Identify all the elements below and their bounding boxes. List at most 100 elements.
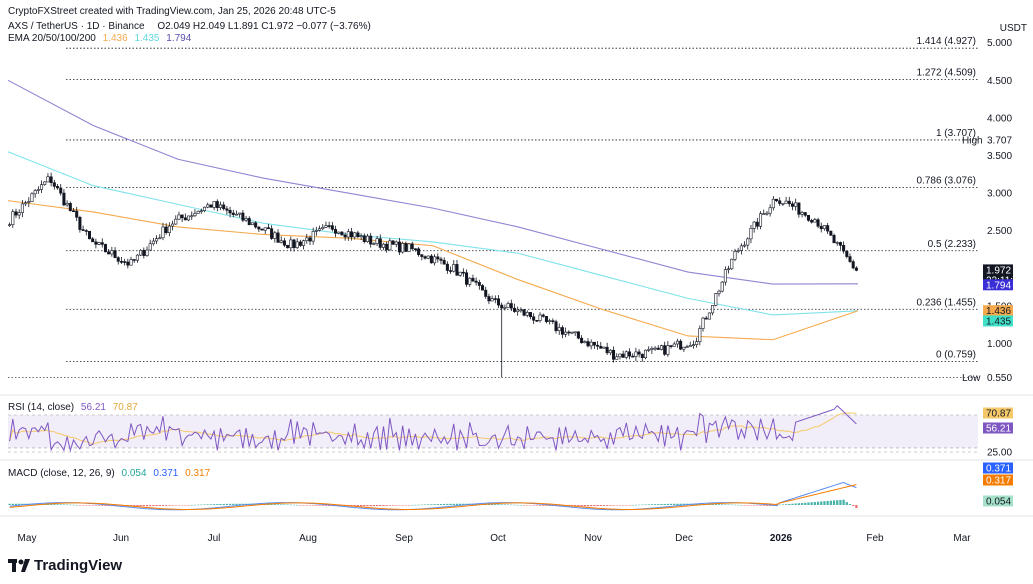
candle-body xyxy=(295,241,299,248)
candle-body xyxy=(576,331,580,339)
candle-body xyxy=(289,239,293,249)
macd-hist-bar xyxy=(56,504,59,505)
candle-body xyxy=(423,256,427,259)
macd-line-tag-text: 0.371 xyxy=(986,464,1011,475)
macd-hist-bar xyxy=(845,502,848,505)
ema-legend[interactable]: EMA 20/50/100/200 1.436 1.435 1.794 xyxy=(8,33,191,44)
low-value: 0.550 xyxy=(987,373,1012,384)
candle-body xyxy=(698,328,702,342)
symbol-name[interactable]: AXS / TetherUS · 1D · Binance xyxy=(8,21,145,32)
candle-body xyxy=(790,203,795,207)
macd-hist-bar xyxy=(388,505,391,506)
candle-body xyxy=(426,255,430,259)
macd-hist-bar xyxy=(503,504,507,505)
last-price-tag-text: 1.972 xyxy=(986,265,1011,276)
macd-hist-bar xyxy=(449,503,452,505)
macd-hist-bar xyxy=(500,504,503,505)
macd-hist-bar xyxy=(532,505,535,506)
low-label: Low xyxy=(962,373,981,384)
candle-body xyxy=(733,251,737,260)
candle-body xyxy=(241,212,245,221)
macd-hist-bar xyxy=(69,504,72,506)
macd-hist-bar xyxy=(97,505,101,506)
macd-hist-bar xyxy=(158,505,161,506)
macd-hist-bar xyxy=(759,505,762,506)
ema-label: EMA 20/50/100/200 xyxy=(8,33,96,44)
candle-body xyxy=(260,228,264,231)
candle-body xyxy=(49,176,53,184)
candle-body xyxy=(52,182,56,187)
macd-hist-bar xyxy=(596,505,599,507)
candle-body xyxy=(321,226,325,230)
macd-hist-value: 0.054 xyxy=(121,468,147,479)
candle-body xyxy=(490,298,494,302)
macd-hist-bar xyxy=(816,501,820,505)
macd-legend[interactable]: MACD (close, 12, 26, 9) 0.054 0.371 0.31… xyxy=(8,468,210,479)
macd-hist-bar xyxy=(308,505,312,506)
candle-body xyxy=(132,259,136,261)
candle-body xyxy=(279,240,283,243)
ema50-value: 1.436 xyxy=(102,33,128,44)
macd-hist-bar xyxy=(270,504,273,505)
macd-hist-bar xyxy=(379,505,382,506)
candle-body xyxy=(691,344,695,346)
candle-body xyxy=(842,245,846,252)
macd-hist-bar xyxy=(312,505,315,506)
candle-body xyxy=(394,241,398,245)
candle-body xyxy=(461,271,465,274)
month-label: Jun xyxy=(113,533,129,544)
candle-body xyxy=(129,259,133,266)
macd-hist-bar xyxy=(657,504,660,505)
macd-hist-bar xyxy=(404,505,407,506)
macd-hist-bar xyxy=(75,504,78,506)
ema200-value: 1.794 xyxy=(166,33,192,44)
candle-body xyxy=(167,225,171,234)
month-label: Jul xyxy=(208,533,221,544)
macd-hist-bar xyxy=(72,504,75,506)
candle-body xyxy=(682,346,686,350)
candle-body xyxy=(723,269,727,283)
candle-body xyxy=(199,210,203,213)
macd-hist-bar xyxy=(391,505,395,506)
candle-body xyxy=(631,355,635,358)
macd-hist-bar xyxy=(401,505,404,506)
macd-hist-bar xyxy=(494,504,497,505)
candle-body xyxy=(126,261,130,266)
macd-hist-bar xyxy=(631,504,634,506)
price-tick: 5.000 xyxy=(987,38,1012,49)
candle-body xyxy=(656,347,660,350)
fib-label: 1.272 (4.509) xyxy=(917,68,977,79)
candle-body xyxy=(752,221,756,229)
candle-body xyxy=(71,210,76,213)
candle-body xyxy=(24,202,28,205)
candle-body xyxy=(624,351,628,358)
candle-body xyxy=(701,317,705,329)
macd-hist-bar xyxy=(653,504,657,505)
rsi-legend[interactable]: RSI (14, close) 56.21 70.87 xyxy=(8,402,138,413)
candle-body xyxy=(832,235,836,244)
macd-hist-bar xyxy=(8,503,11,505)
candle-body xyxy=(385,243,389,251)
macd-hist-bar xyxy=(510,504,513,506)
candle-body xyxy=(36,189,40,191)
candle-body xyxy=(209,204,213,208)
tradingview-logo[interactable]: TradingView xyxy=(8,557,122,574)
rsi-ma-line xyxy=(9,412,857,445)
candle-body xyxy=(247,218,251,226)
candle-body xyxy=(771,198,775,209)
candle-body xyxy=(538,314,542,321)
macd-hist-bar xyxy=(353,505,356,507)
macd-hist-bar xyxy=(238,503,241,505)
candle-body xyxy=(286,244,290,249)
macd-hist-bar xyxy=(315,505,318,506)
candle-body xyxy=(327,225,331,227)
candle-body xyxy=(768,207,772,214)
ema200-line xyxy=(7,79,859,285)
candle-body xyxy=(356,232,360,237)
candle-body xyxy=(659,345,663,350)
candle-body xyxy=(711,305,715,314)
candle-body xyxy=(413,248,417,250)
candle-body xyxy=(762,213,766,215)
macd-hist-bar xyxy=(184,505,187,506)
